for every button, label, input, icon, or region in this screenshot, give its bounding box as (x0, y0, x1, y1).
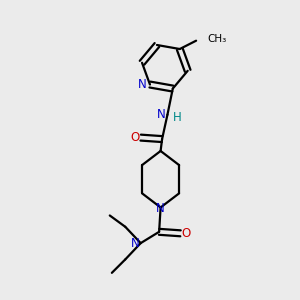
Text: H: H (172, 111, 181, 124)
Text: N: N (157, 108, 165, 121)
Text: CH₃: CH₃ (207, 34, 227, 44)
Text: N: N (138, 78, 146, 91)
Text: O: O (131, 131, 140, 144)
Text: O: O (181, 227, 190, 240)
Text: N: N (131, 237, 140, 250)
Text: N: N (156, 202, 165, 215)
